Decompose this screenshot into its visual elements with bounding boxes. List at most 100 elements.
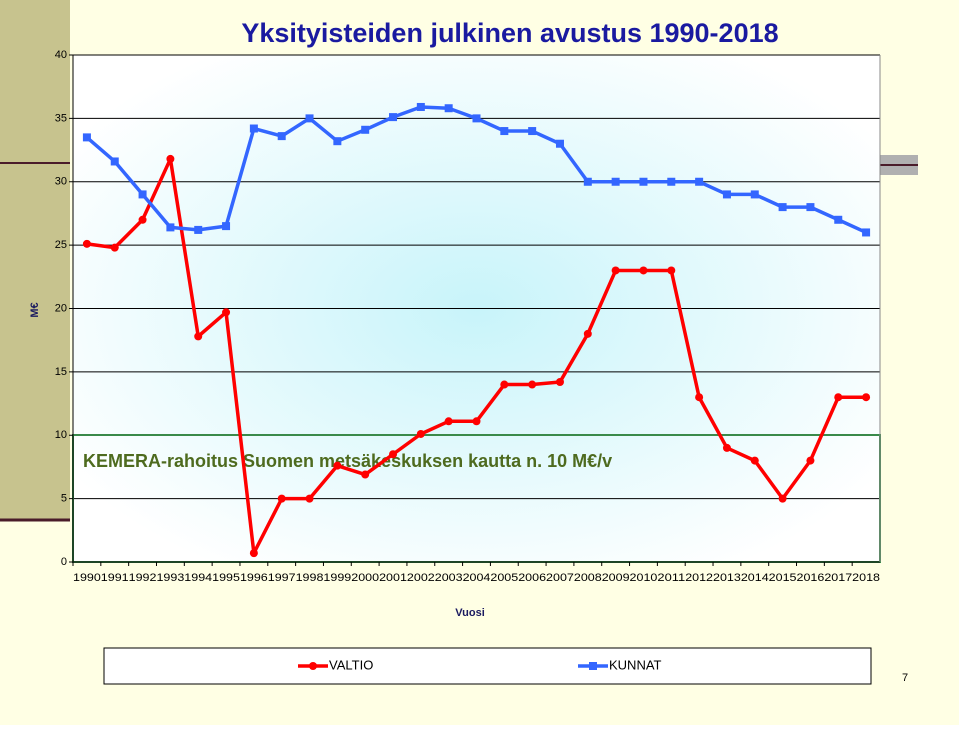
marker	[82, 239, 91, 248]
marker	[222, 308, 231, 317]
marker	[249, 124, 258, 133]
marker	[444, 104, 453, 113]
x-tick-label: 2004	[463, 572, 491, 584]
marker	[500, 127, 509, 136]
x-tick-label: 1995	[212, 572, 240, 584]
y-tick-label: 30	[55, 176, 67, 188]
marker	[194, 225, 203, 234]
x-tick-label: 2000	[351, 572, 379, 584]
marker	[778, 203, 787, 212]
marker	[472, 114, 481, 123]
marker	[166, 223, 175, 232]
x-tick-label: 2008	[574, 572, 602, 584]
marker	[667, 177, 676, 186]
x-tick-label: 2013	[713, 572, 741, 584]
y-tick-label: 35	[55, 112, 67, 124]
marker	[249, 549, 258, 558]
marker	[750, 190, 759, 199]
marker	[722, 443, 731, 452]
x-tick-label: 2017	[824, 572, 852, 584]
marker	[309, 662, 317, 670]
marker	[583, 177, 592, 186]
marker	[611, 177, 620, 186]
x-tick-label: 2005	[490, 572, 518, 584]
marker	[806, 203, 815, 212]
legend	[103, 647, 872, 685]
marker	[416, 102, 425, 111]
marker	[862, 393, 871, 402]
marker	[862, 228, 871, 237]
x-tick-label: 2012	[685, 572, 713, 584]
x-tick-label: 1994	[184, 572, 212, 584]
x-tick-label: 2007	[546, 572, 574, 584]
x-tick-label: 2001	[379, 572, 407, 584]
marker	[500, 380, 509, 389]
legend-label: VALTIO	[329, 657, 373, 672]
marker	[389, 113, 398, 122]
marker	[806, 456, 815, 465]
page-number: 7	[902, 672, 908, 684]
x-tick-label: 2016	[797, 572, 825, 584]
marker	[361, 125, 370, 134]
y-tick-label: 5	[61, 493, 67, 505]
x-tick-label: 1992	[129, 572, 157, 584]
marker	[555, 139, 564, 148]
y-tick-label: 10	[55, 429, 67, 441]
marker	[110, 243, 119, 252]
x-tick-label: 2003	[435, 572, 463, 584]
marker	[583, 329, 592, 338]
marker	[834, 215, 843, 224]
x-tick-label: 2018	[852, 572, 880, 584]
marker	[589, 662, 597, 670]
chart-title: Yksityisteiden julkinen avustus 1990-201…	[241, 18, 778, 48]
marker	[750, 456, 759, 465]
marker	[82, 133, 91, 142]
marker	[667, 266, 676, 275]
x-tick-label: 1998	[296, 572, 324, 584]
marker	[639, 266, 648, 275]
marker	[611, 266, 620, 275]
x-tick-label: 2006	[518, 572, 546, 584]
marker	[778, 494, 787, 503]
y-tick-label: 15	[55, 366, 67, 378]
x-tick-label: 2002	[407, 572, 435, 584]
y-axis-label: M€	[29, 302, 41, 317]
marker	[722, 190, 731, 199]
marker	[528, 127, 537, 136]
x-tick-label: 2009	[602, 572, 630, 584]
marker	[333, 137, 342, 146]
marker	[305, 494, 314, 503]
marker	[277, 132, 286, 141]
marker	[222, 222, 231, 231]
marker	[528, 380, 537, 389]
marker	[639, 177, 648, 186]
marker	[361, 470, 370, 479]
marker	[166, 154, 175, 163]
marker	[138, 215, 147, 224]
marker	[194, 332, 203, 341]
x-tick-label: 2015	[769, 572, 797, 584]
marker	[444, 417, 453, 426]
marker	[695, 393, 704, 402]
marker	[110, 157, 119, 166]
x-tick-label: 1997	[268, 572, 296, 584]
marker	[333, 461, 342, 470]
y-tick-label: 20	[55, 302, 67, 314]
x-tick-label: 2014	[741, 572, 769, 584]
legend-label: KUNNAT	[609, 657, 662, 672]
x-tick-label: 1990	[73, 572, 101, 584]
marker	[138, 190, 147, 199]
marker	[695, 177, 704, 186]
marker	[277, 494, 286, 503]
annotation: KEMERA-rahoitus Suomen metsäkeskuksen ka…	[83, 451, 612, 471]
y-tick-label: 0	[61, 556, 67, 568]
x-tick-label: 1993	[156, 572, 184, 584]
x-tick-label: 1999	[323, 572, 351, 584]
marker	[555, 378, 564, 387]
marker	[472, 417, 481, 426]
y-tick-label: 40	[55, 49, 67, 61]
marker	[305, 114, 314, 123]
marker	[389, 450, 398, 459]
x-tick-label: 2011	[657, 572, 685, 584]
